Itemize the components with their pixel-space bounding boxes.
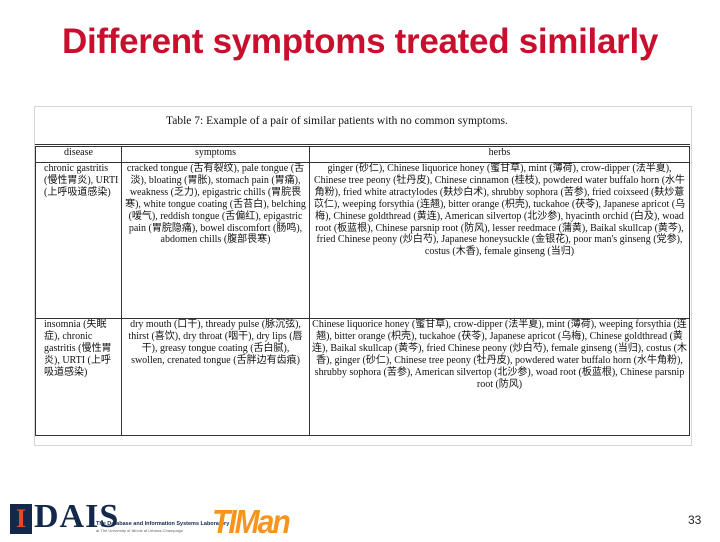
header-disease: disease (35, 144, 122, 163)
herbs-cell: Chinese liquorice honey (蜜甘草), crow-dipp… (309, 318, 690, 436)
illinois-logo-icon: I (10, 504, 32, 534)
herbs-cell: ginger (砂仁), Chinese liquorice honey (蜜甘… (309, 162, 690, 319)
lab-name: The Database and Information Systems Lab… (96, 521, 230, 527)
slide-title: Different symptoms treated similarly (61, 22, 659, 61)
disease-cell: insomnia (失眠症), chronic gastritis (慢性胃炎)… (35, 318, 122, 436)
table-header-row: disease symptoms herbs (35, 144, 690, 163)
lab-subtitle: at The University of Illinois at Urbana-… (96, 528, 184, 533)
timan-logo: TIMan (212, 504, 291, 541)
disease-cell: chronic gastritis (慢性胃炎), URTI (上呼吸道感染) (35, 162, 122, 319)
table-row: chronic gastritis (慢性胃炎), URTI (上呼吸道感染) … (35, 162, 690, 319)
header-symptoms: symptoms (121, 144, 310, 163)
symptoms-cell: cracked tongue (舌有裂纹), pale tongue (舌淡),… (121, 162, 310, 319)
page-number: 33 (688, 513, 702, 527)
table-caption: Table 7: Example of a pair of similar pa… (166, 115, 508, 127)
symptoms-cell: dry mouth (口干), thready pulse (脉沉弦), thi… (121, 318, 310, 436)
symptoms-herbs-table: disease symptoms herbs chronic gastritis… (35, 144, 690, 436)
dais-logo: DAIS (34, 498, 120, 535)
table-row: insomnia (失眠症), chronic gastritis (慢性胃炎)… (35, 318, 690, 436)
header-herbs: herbs (309, 144, 690, 163)
